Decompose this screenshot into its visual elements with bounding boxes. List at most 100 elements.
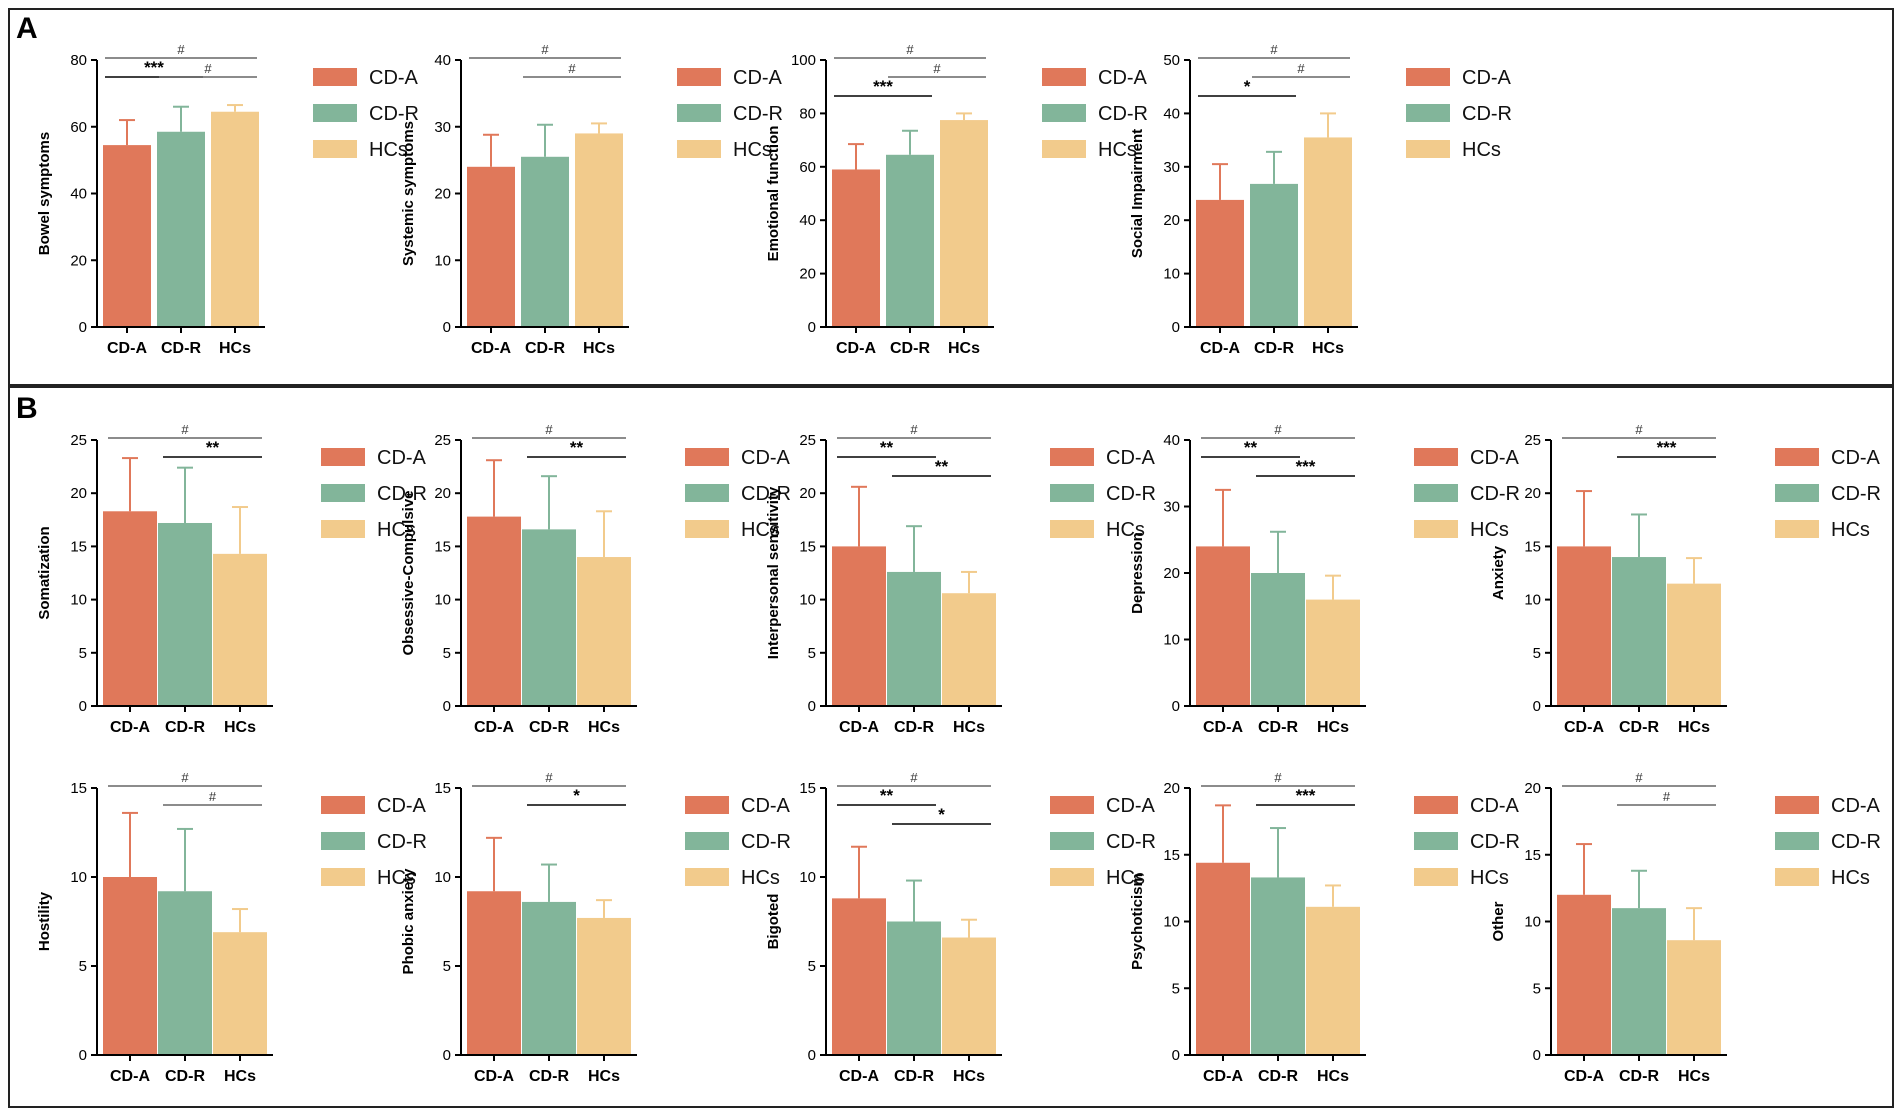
- y-axis-label: Other: [1490, 901, 1507, 941]
- y-tick-label: 0: [1172, 319, 1180, 336]
- bar-cd-r: [1251, 573, 1305, 706]
- y-axis-label: Phobic anxiety: [400, 868, 417, 975]
- bar-hcs: [577, 557, 631, 706]
- legend-label-cd-r: CD-R: [377, 831, 427, 853]
- legend-swatch-cd-a: [1406, 68, 1450, 86]
- legend-swatch-hcs: [1414, 520, 1458, 538]
- legend-swatch-cd-a: [1042, 68, 1086, 86]
- x-tick-label: CD-R: [1258, 1068, 1298, 1085]
- legend-swatch-cd-a: [677, 68, 721, 86]
- y-tick-label: 5: [808, 958, 816, 975]
- y-tick-label: 5: [1172, 980, 1180, 997]
- sig-label: #: [177, 42, 185, 57]
- legend-swatch-cd-r: [1414, 832, 1458, 850]
- y-tick-label: 20: [434, 485, 451, 502]
- legend-swatch-cd-r: [1406, 104, 1450, 122]
- y-axis-label: Anxiety: [1490, 545, 1507, 600]
- bar-hcs: [942, 593, 996, 706]
- bar-cd-r: [522, 901, 576, 1055]
- sig-label: ***: [144, 58, 164, 77]
- y-axis-label: Social Impairment: [1129, 129, 1146, 258]
- legend-label-cd-r: CD-R: [377, 483, 427, 505]
- y-tick-label: 25: [1524, 432, 1541, 449]
- legend-swatch-cd-a: [1775, 796, 1819, 814]
- bar-cd-r: [521, 156, 569, 327]
- x-tick-label: CD-R: [894, 1068, 934, 1085]
- sig-label: *: [938, 805, 945, 824]
- legend-swatch-cd-r: [1042, 104, 1086, 122]
- legend-swatch-cd-a: [313, 68, 357, 86]
- legend-label-cd-a: CD-A: [1462, 67, 1512, 89]
- x-tick-label: CD-A: [839, 1068, 879, 1085]
- y-tick-label: 60: [799, 159, 816, 176]
- legend-label-cd-a: CD-A: [1098, 67, 1148, 89]
- legend-swatch-hcs: [677, 140, 721, 158]
- y-tick-label: 5: [808, 645, 816, 662]
- y-tick-label: 15: [799, 780, 816, 797]
- chart-10: 0 5 10 15 CD-A CD-R HCs Phobic anxiety # * CD-A CD-…: [400, 770, 791, 1085]
- bar-hcs: [575, 133, 623, 327]
- x-tick-label: CD-A: [474, 1068, 514, 1085]
- x-tick-label: HCs: [953, 719, 985, 736]
- x-tick-label: CD-A: [1203, 1068, 1243, 1085]
- legend-swatch-hcs: [1775, 520, 1819, 538]
- y-tick-label: 25: [434, 432, 451, 449]
- legend-label-cd-r: CD-R: [741, 483, 791, 505]
- bar-cd-a: [1557, 546, 1611, 706]
- y-tick-label: 0: [1172, 698, 1180, 715]
- y-tick-label: 20: [1163, 780, 1180, 797]
- y-tick-label: 0: [79, 319, 87, 336]
- legend-label-hcs: HCs: [1098, 139, 1137, 161]
- sig-label: #: [933, 61, 941, 76]
- legend-label-cd-a: CD-A: [369, 67, 419, 89]
- bar-cd-r: [887, 571, 941, 706]
- y-tick-label: 5: [443, 645, 451, 662]
- legend-label-hcs: HCs: [377, 519, 416, 541]
- x-tick-label: HCs: [953, 1068, 985, 1085]
- legend-label-cd-r: CD-R: [1470, 831, 1520, 853]
- y-tick-label: 15: [70, 538, 87, 555]
- legend-swatch-hcs: [1414, 868, 1458, 886]
- y-tick-label: 15: [799, 538, 816, 555]
- legend-swatch-cd-a: [321, 796, 365, 814]
- x-tick-label: HCs: [224, 1068, 256, 1085]
- legend-label-cd-r: CD-R: [741, 831, 791, 853]
- sig-label: #: [545, 770, 553, 785]
- sig-label: **: [570, 438, 584, 457]
- legend-label-hcs: HCs: [1470, 867, 1509, 889]
- chart-1: 0 10 20 30 40 CD-A CD-R HCs Systemic symptoms # # C…: [400, 42, 783, 357]
- legend-swatch-cd-r: [1414, 484, 1458, 502]
- y-axis-label: Bigoted: [765, 894, 782, 950]
- y-tick-label: 0: [443, 319, 451, 336]
- y-tick-label: 20: [1163, 212, 1180, 229]
- sig-label: #: [910, 422, 918, 437]
- legend-label-hcs: HCs: [1831, 519, 1870, 541]
- y-tick-label: 5: [1533, 980, 1541, 997]
- legend-swatch-hcs: [321, 868, 365, 886]
- legend-label-cd-a: CD-A: [1470, 447, 1520, 469]
- bar-cd-a: [1196, 546, 1250, 706]
- legend-swatch-hcs: [1042, 140, 1086, 158]
- legend-label-cd-r: CD-R: [733, 103, 783, 125]
- panel-b-label: B: [16, 392, 38, 425]
- y-tick-label: 15: [1163, 847, 1180, 864]
- bar-hcs: [213, 932, 267, 1055]
- bar-cd-a: [1196, 862, 1250, 1055]
- y-tick-label: 0: [79, 1047, 87, 1064]
- sig-label: #: [181, 770, 189, 785]
- y-tick-label: 10: [70, 592, 87, 609]
- legend-swatch-cd-a: [1775, 448, 1819, 466]
- y-tick-label: 0: [1533, 1047, 1541, 1064]
- y-tick-label: 10: [1163, 914, 1180, 931]
- y-tick-label: 20: [1163, 565, 1180, 582]
- x-tick-label: CD-R: [161, 340, 201, 357]
- sig-label: #: [1297, 61, 1305, 76]
- x-tick-label: HCs: [1678, 1068, 1710, 1085]
- legend-label-hcs: HCs: [1106, 519, 1145, 541]
- y-tick-label: 25: [70, 432, 87, 449]
- y-tick-label: 15: [434, 780, 451, 797]
- bar-cd-a: [1196, 199, 1244, 327]
- legend-label-cd-a: CD-A: [377, 795, 427, 817]
- legend-label-cd-a: CD-A: [1831, 447, 1881, 469]
- y-tick-label: 15: [70, 780, 87, 797]
